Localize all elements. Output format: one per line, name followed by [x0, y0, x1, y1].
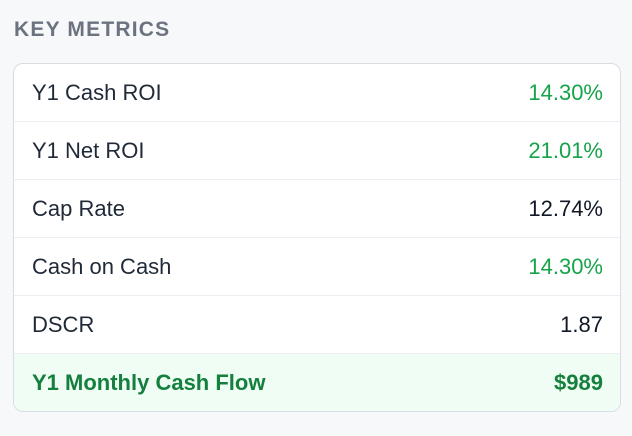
metric-value: 14.30% — [528, 253, 603, 279]
metric-value: 1.87 — [560, 311, 603, 337]
metrics-card: Y1 Cash ROI 14.30% Y1 Net ROI 21.01% Cap… — [13, 63, 621, 412]
metric-label: Cap Rate — [32, 195, 125, 221]
metric-value: 12.74% — [528, 195, 603, 221]
metric-label: Y1 Monthly Cash Flow — [32, 369, 266, 395]
metric-label: Y1 Net ROI — [32, 137, 145, 163]
metric-value: 14.30% — [528, 79, 603, 105]
metric-row-y1-monthly-cash-flow: Y1 Monthly Cash Flow $989 — [14, 354, 620, 411]
metric-row-dscr: DSCR 1.87 — [14, 296, 620, 354]
metric-label: Cash on Cash — [32, 253, 172, 279]
metric-value: 21.01% — [528, 137, 603, 163]
section-title: KEY METRICS — [14, 18, 171, 41]
metric-row-cap-rate: Cap Rate 12.74% — [14, 180, 620, 238]
metric-label: Y1 Cash ROI — [32, 79, 162, 105]
metric-value: $989 — [554, 369, 603, 395]
metric-row-y1-cash-roi: Y1 Cash ROI 14.30% — [14, 64, 620, 122]
metric-row-y1-net-roi: Y1 Net ROI 21.01% — [14, 122, 620, 180]
metric-label: DSCR — [32, 311, 95, 337]
metric-row-cash-on-cash: Cash on Cash 14.30% — [14, 238, 620, 296]
